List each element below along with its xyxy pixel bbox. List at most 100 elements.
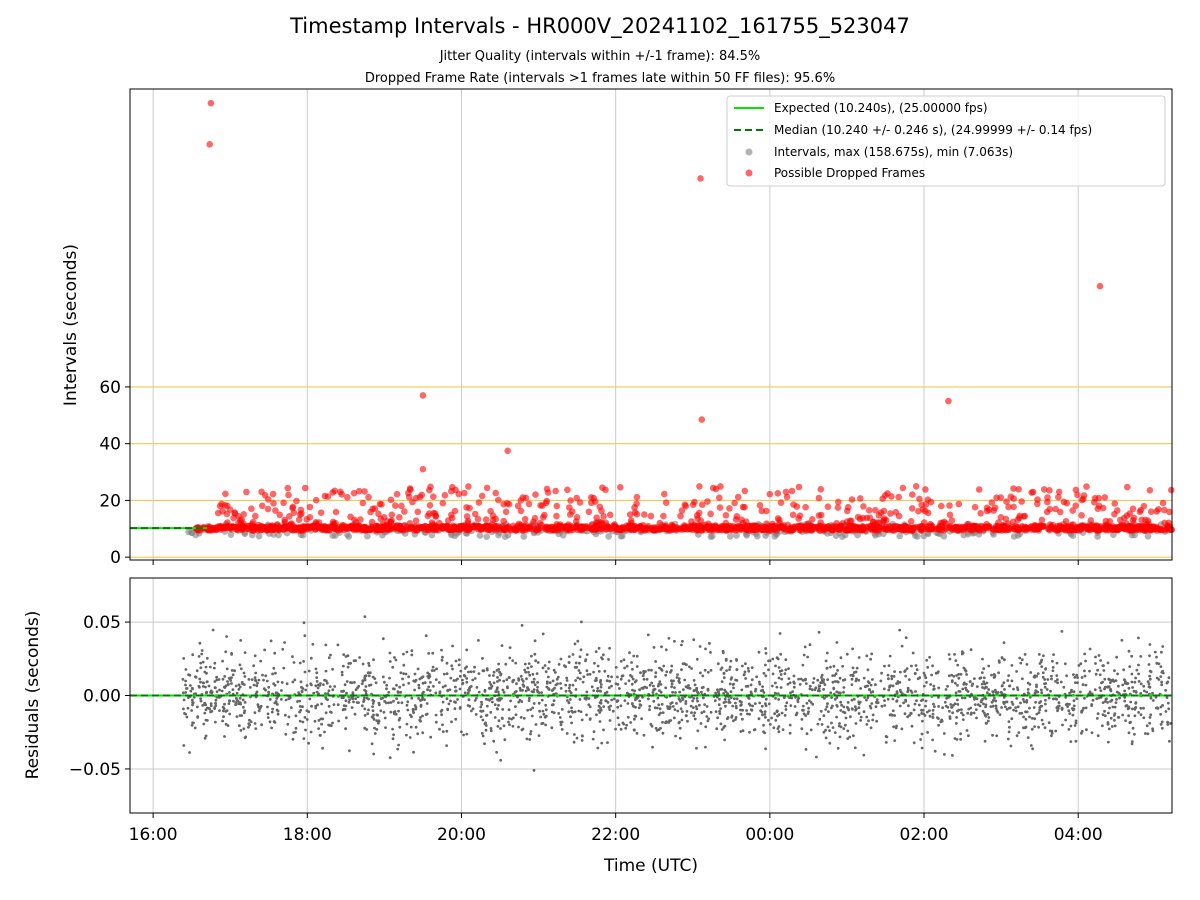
residual-point	[188, 673, 192, 677]
residual-point	[214, 704, 218, 707]
residual-point	[778, 669, 782, 673]
residual-point	[992, 676, 996, 679]
residual-point	[460, 730, 463, 734]
residual-point	[851, 647, 854, 651]
residual-point	[1102, 669, 1106, 672]
residual-point	[880, 671, 883, 675]
residual-point	[421, 731, 425, 735]
residual-point	[292, 661, 296, 664]
residual-point	[345, 680, 349, 683]
residual-point	[291, 655, 294, 658]
residual-point	[1109, 716, 1113, 720]
residual-point	[608, 719, 612, 722]
residual-point	[648, 704, 652, 708]
dropped-point	[471, 510, 479, 518]
residual-point	[257, 678, 261, 682]
residual-point	[827, 710, 830, 713]
residual-point	[893, 714, 896, 717]
residual-point	[580, 718, 584, 722]
residual-point	[1157, 662, 1161, 666]
residual-point	[376, 721, 380, 725]
dropped-point	[983, 520, 990, 528]
residual-point	[405, 703, 409, 707]
legend: Expected (10.240s), (25.00000 fps) Media…	[726, 95, 1166, 187]
residual-point	[287, 715, 291, 719]
residual-point	[588, 718, 592, 721]
residual-point	[619, 727, 623, 731]
residual-point	[532, 769, 536, 772]
residual-point	[217, 678, 221, 681]
dropped-point	[884, 490, 891, 497]
residual-point	[578, 661, 581, 665]
dropped-point	[522, 521, 529, 528]
residual-point	[416, 732, 420, 736]
residual-point	[623, 699, 627, 702]
residual-point	[434, 720, 438, 724]
residual-point	[1072, 707, 1076, 711]
residual-point	[696, 690, 699, 694]
residual-point	[327, 656, 331, 660]
dropped-point	[312, 496, 320, 504]
residual-point	[681, 639, 684, 643]
dropped-point	[317, 509, 325, 516]
residual-point	[916, 677, 920, 681]
residual-point	[1127, 714, 1130, 718]
residual-point	[947, 653, 951, 656]
residual-point	[213, 680, 217, 683]
dropped-point	[573, 522, 580, 529]
residual-point	[485, 668, 489, 672]
residual-point	[474, 713, 478, 716]
residual-point	[758, 701, 762, 705]
residual-point	[224, 684, 228, 688]
residual-point	[501, 708, 505, 711]
residual-point	[672, 716, 676, 720]
dropped-point	[955, 525, 963, 532]
dropped-point	[463, 504, 470, 511]
dropped-point	[258, 488, 265, 496]
residual-point	[987, 688, 990, 691]
residual-point	[715, 727, 719, 731]
interval-point	[188, 529, 196, 537]
residual-point	[584, 697, 588, 700]
interval-point	[329, 532, 337, 539]
residual-point	[753, 728, 757, 731]
residual-point	[435, 667, 438, 671]
residual-point	[330, 711, 333, 714]
residual-point	[991, 690, 995, 693]
dropped-point	[449, 483, 456, 491]
residual-point	[552, 668, 556, 672]
residual-point	[1157, 678, 1161, 681]
residual-point	[1040, 665, 1044, 668]
residual-point	[629, 721, 633, 724]
residual-point	[1090, 703, 1094, 706]
residual-point	[1065, 702, 1069, 706]
residual-point	[652, 646, 656, 649]
residual-point	[560, 708, 564, 711]
x-tick-label: 00:00	[745, 825, 794, 845]
residual-point	[1133, 707, 1137, 711]
residual-point	[693, 717, 697, 721]
dropped-point	[286, 513, 293, 520]
dropped-point	[1072, 502, 1079, 510]
dropped-point	[1018, 498, 1025, 505]
residual-point	[348, 698, 351, 702]
residual-point	[903, 670, 906, 673]
residual-point	[871, 678, 874, 681]
residual-point	[889, 713, 893, 717]
residual-point	[537, 701, 541, 705]
residual-point	[883, 699, 886, 702]
residual-point	[816, 678, 820, 682]
residual-point	[695, 707, 699, 711]
residual-point	[655, 706, 659, 710]
dropped-point	[977, 510, 984, 517]
residual-point	[336, 703, 340, 707]
residual-point	[532, 680, 536, 684]
residual-point	[1066, 705, 1069, 708]
residual-point	[1115, 698, 1118, 701]
residual-point	[925, 710, 929, 714]
dropped-point	[848, 496, 856, 503]
residual-point	[243, 651, 247, 654]
residual-point	[1046, 678, 1050, 681]
residual-point	[750, 666, 754, 669]
residual-point	[294, 714, 298, 718]
